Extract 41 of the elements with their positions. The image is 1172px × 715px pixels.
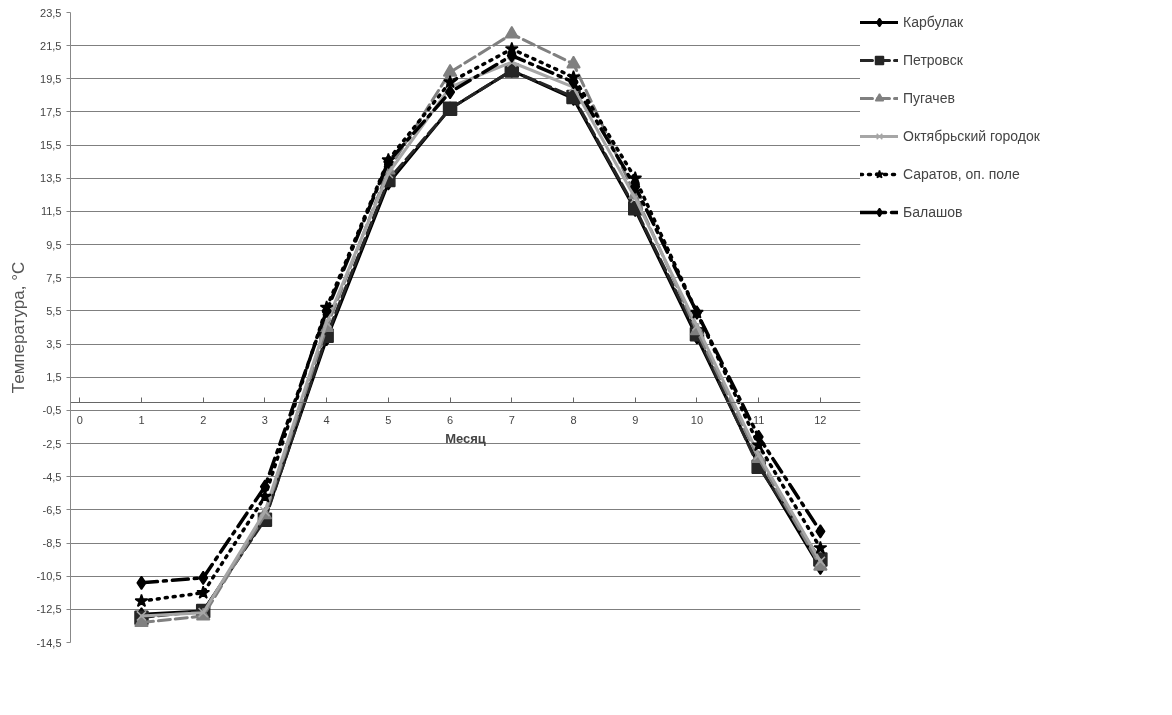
x-tick-label: 5: [385, 414, 392, 427]
x-tick-label: 7: [508, 414, 515, 427]
y-tick-label: -12,5: [36, 603, 62, 616]
y-tick-label: 15,5: [40, 139, 62, 152]
y-tick-label: 23,5: [40, 6, 62, 19]
x-tick-label: 12: [814, 414, 827, 427]
y-tick-label: 21,5: [40, 39, 62, 52]
x-tick-label: 1: [138, 414, 145, 427]
y-tick-label: -4,5: [42, 470, 62, 483]
legend-label: Балашов: [903, 204, 963, 220]
x-axis-title: Месяц: [445, 430, 486, 446]
y-tick-label: 7,5: [46, 271, 62, 284]
y-tick-label: -8,5: [42, 537, 62, 550]
x-tick-label: 9: [632, 414, 639, 427]
legend-label: Саратов, оп. поле: [903, 166, 1020, 182]
x-tick-label: 10: [690, 414, 704, 427]
y-tick-label: -0,5: [42, 404, 62, 417]
y-tick-label: 11,5: [40, 205, 62, 218]
x-tick-label: 11: [752, 414, 765, 427]
y-tick-label: -6,5: [42, 503, 62, 516]
y-tick-label: 3,5: [46, 338, 62, 351]
x-tick-label: 8: [570, 414, 577, 427]
legend-label: Пугачев: [903, 90, 955, 106]
y-tick-label: 1,5: [46, 371, 62, 384]
y-tick-label: -10,5: [36, 570, 62, 583]
y-tick-label: -2,5: [42, 437, 62, 450]
y-tick-label: 5,5: [46, 304, 62, 317]
y-tick-label: 9,5: [46, 238, 62, 251]
y-tick-label: 17,5: [40, 105, 62, 118]
legend-label: Октябрьский городок: [903, 128, 1040, 144]
x-tick-label: 4: [323, 414, 330, 427]
y-tick-label: 13,5: [40, 172, 62, 185]
y-tick-label: -14,5: [36, 636, 62, 649]
x-tick-label: 6: [447, 414, 454, 427]
x-tick-label: 0: [76, 414, 83, 427]
x-tick-label: 3: [261, 414, 268, 427]
y-tick-label: 19,5: [40, 72, 62, 85]
legend-label: Петровск: [903, 52, 963, 68]
legend-label: Карбулак: [903, 14, 964, 30]
x-tick-label: 2: [200, 414, 207, 427]
y-axis-title: Температура, °С: [9, 261, 29, 394]
